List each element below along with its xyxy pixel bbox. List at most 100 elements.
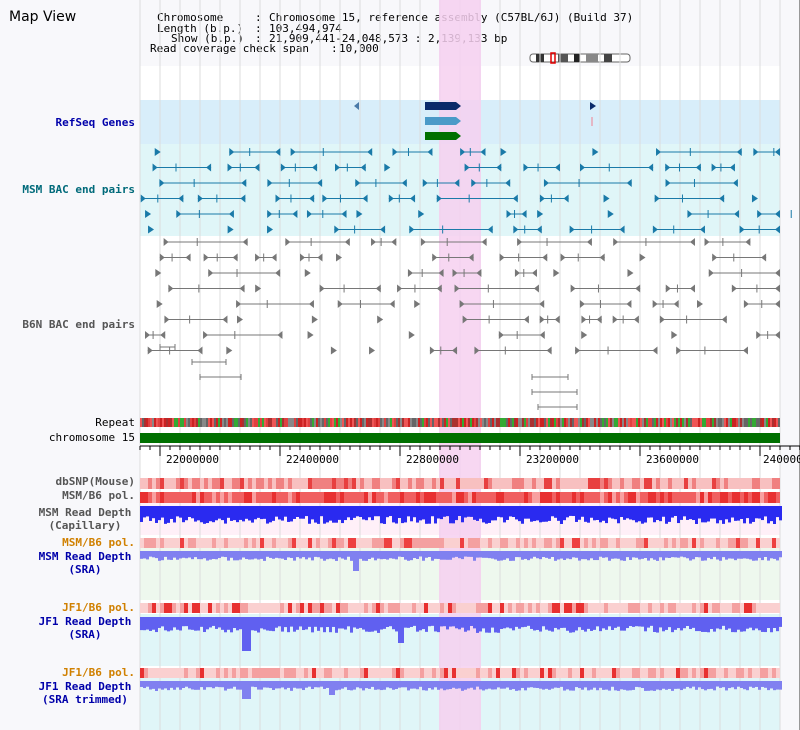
polymorphism-cell <box>736 478 740 489</box>
track-label-jf1-b6-pol-2[interactable]: JF1/B6 pol. <box>62 666 135 679</box>
polymorphism-cell <box>156 603 160 613</box>
read-depth-bar <box>608 681 611 691</box>
read-depth-bar <box>257 506 260 518</box>
msm-bac-end-pair <box>699 225 705 234</box>
track-label-msm-depth-cap-1[interactable]: MSM Read Depth <box>38 506 132 519</box>
read-depth-bar <box>206 681 209 688</box>
polymorphism-cell <box>588 492 592 503</box>
repeat-segment <box>546 418 548 427</box>
read-depth-bar <box>656 681 659 690</box>
read-depth-bar <box>491 681 494 690</box>
repeat-segment <box>252 418 254 427</box>
axis-tick-label: 22000000 <box>166 453 219 466</box>
track-label-jf1-depth-sra-1[interactable]: JF1 Read Depth <box>38 615 132 628</box>
b6n-bac-end-pair <box>185 253 191 262</box>
read-depth-bar <box>575 506 578 522</box>
read-depth-bar <box>512 681 515 690</box>
repeat-segment <box>148 418 150 427</box>
polymorphism-cell <box>560 538 564 548</box>
polymorphism-cell <box>260 478 264 489</box>
polymorphism-cell <box>568 492 572 503</box>
b6n-bac-end-pair <box>391 238 397 246</box>
b6n-bac-end-pair <box>452 346 458 355</box>
read-depth-bar <box>659 551 662 558</box>
polymorphism-cell <box>696 538 700 548</box>
repeat-segment <box>596 418 598 427</box>
track-label-msm-bac[interactable]: MSM BAC end pairs <box>22 183 135 196</box>
read-depth-bar <box>368 617 371 632</box>
polymorphism-cell <box>164 478 168 489</box>
track-label-dbsnp[interactable]: dbSNP(Mouse) <box>55 475 135 488</box>
polymorphism-cell <box>648 478 652 489</box>
repeat-segment <box>768 418 770 427</box>
read-depth-bar <box>503 551 506 560</box>
polymorphism-cell <box>172 538 176 548</box>
track-label-msm-depth-sra-1[interactable]: MSM Read Depth <box>38 550 132 563</box>
polymorphism-cell <box>600 538 604 548</box>
polymorphism-cell <box>644 603 648 613</box>
polymorphism-cell <box>248 603 252 613</box>
repeat-segment <box>494 418 496 427</box>
repeat-segment <box>666 418 668 427</box>
read-depth-bar <box>203 681 206 690</box>
repeat-segment <box>164 418 166 427</box>
repeat-segment <box>556 418 558 427</box>
polymorphism-cell <box>276 478 280 489</box>
read-depth-bar <box>215 551 218 560</box>
read-depth-bar <box>653 681 656 691</box>
polymorphism-cell <box>160 538 164 548</box>
read-depth-bar <box>275 681 278 689</box>
polymorphism-cell <box>508 603 512 613</box>
repeat-segment <box>776 418 778 427</box>
read-depth-bar <box>347 681 350 690</box>
polymorphism-cell <box>144 478 148 489</box>
read-depth-bar <box>227 617 230 630</box>
track-label-refseq[interactable]: RefSeq Genes <box>55 116 135 129</box>
polymorphism-cell <box>360 603 364 613</box>
b6n-bac-end-pair <box>659 315 665 324</box>
polymorphism-cell <box>424 478 428 489</box>
b6n-bac-end-pair <box>407 269 413 277</box>
polymorphism-cell <box>148 603 152 613</box>
read-depth-bar <box>665 506 668 524</box>
read-depth-bar <box>503 681 506 689</box>
polymorphism-cell <box>328 603 332 613</box>
b6n-bac-end-pair <box>468 253 474 262</box>
track-label-b6n-bac[interactable]: B6N BAC end pairs <box>22 318 135 331</box>
repeat-segment <box>312 418 314 427</box>
show-key: Show (b.p.) <box>171 32 244 45</box>
read-depth-bar <box>299 617 302 627</box>
read-depth-bar <box>392 617 395 630</box>
read-depth-bar <box>680 617 683 631</box>
track-label-msm-b6-pol[interactable]: MSM/B6 pol. <box>62 489 135 502</box>
repeat-segment <box>270 418 272 427</box>
b6n-bac-end-pair <box>481 238 487 246</box>
polymorphism-cell <box>536 538 540 548</box>
polymorphism-cell <box>620 492 624 503</box>
coverage-value: 10,000 <box>339 42 379 55</box>
read-depth-bar <box>185 506 188 521</box>
read-depth-bar <box>377 506 380 517</box>
polymorphism-cell <box>680 668 684 678</box>
polymorphism-cell <box>548 668 552 678</box>
polymorphism-cell <box>676 603 680 613</box>
read-depth-bar <box>668 617 671 628</box>
msm-bac-end-pair <box>729 163 735 172</box>
track-label-jf1-b6-pol[interactable]: JF1/B6 pol. <box>62 601 135 614</box>
track-label-jf1-depth-trim-1[interactable]: JF1 Read Depth <box>38 680 132 693</box>
polymorphism-cell <box>364 668 368 678</box>
repeat-segment <box>324 418 326 427</box>
read-depth-bar <box>146 551 149 560</box>
polymorphism-cell <box>636 478 640 489</box>
repeat-segment <box>226 418 228 427</box>
track-label-chromosome[interactable]: chromosome 15 <box>48 431 135 444</box>
read-depth-bar <box>326 617 329 628</box>
polymorphism-cell <box>504 478 508 489</box>
track-label-repeat[interactable]: Repeat <box>95 416 135 429</box>
polymorphism-cell <box>520 492 524 503</box>
repeat-segment <box>268 418 270 427</box>
polymorphism-cell <box>668 668 672 678</box>
read-depth-bar <box>578 681 581 689</box>
track-label-msm-b6-pol-2[interactable]: MSM/B6 pol. <box>62 536 135 549</box>
